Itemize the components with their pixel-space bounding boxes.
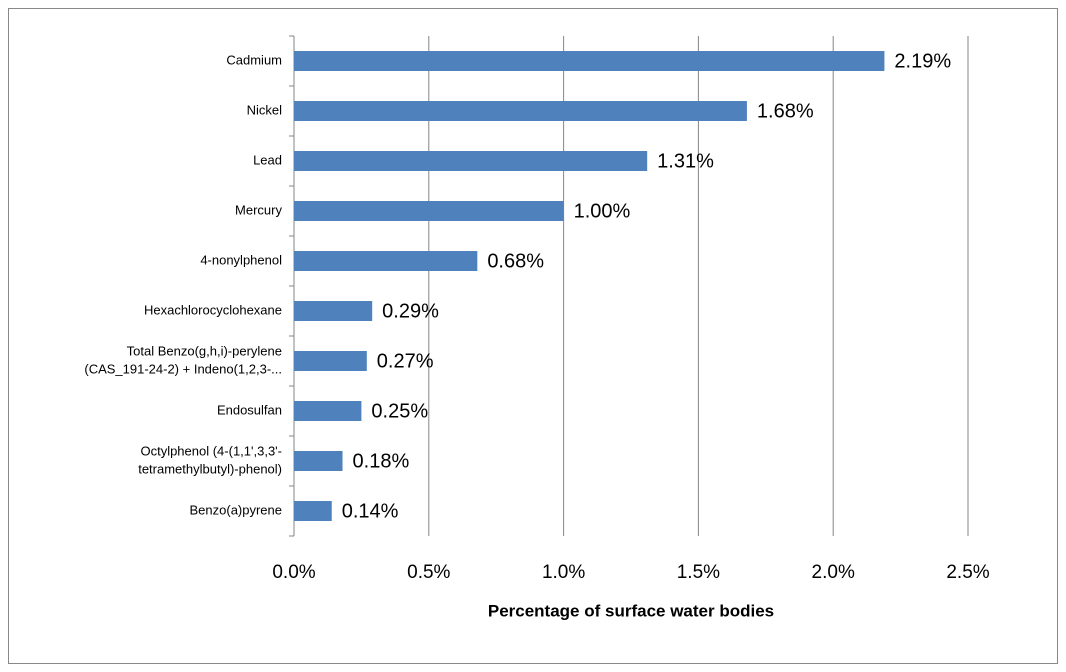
bar bbox=[294, 501, 332, 521]
y-tick-label: Cadmium bbox=[226, 52, 282, 67]
y-tick-label: Octylphenol (4-(1,1',3,3'- bbox=[140, 443, 282, 458]
y-tick-label: Hexachlorocyclohexane bbox=[144, 302, 282, 317]
y-tick-label: Lead bbox=[253, 152, 282, 167]
y-tick-label: Benzo(a)pyrene bbox=[190, 502, 283, 517]
x-tick-label: 2.0% bbox=[812, 562, 855, 583]
value-label: 0.68% bbox=[487, 250, 544, 272]
value-label: 0.27% bbox=[377, 350, 434, 372]
y-tick-label: Mercury bbox=[235, 202, 282, 217]
bar bbox=[294, 51, 885, 71]
value-label: 0.14% bbox=[342, 500, 399, 522]
x-tick-label: 1.5% bbox=[677, 562, 720, 583]
x-tick-label: 0.5% bbox=[407, 562, 450, 583]
x-tick-label: 2.5% bbox=[946, 562, 989, 583]
value-label: 0.29% bbox=[382, 300, 439, 322]
y-tick-label: tetramethylbutyl)-phenol) bbox=[138, 461, 282, 476]
y-tick-label: (CAS_191-24-2) + Indeno(1,2,3-... bbox=[84, 361, 282, 376]
bar bbox=[294, 101, 747, 121]
y-tick-label: 4-nonylphenol bbox=[200, 252, 282, 267]
bar bbox=[294, 351, 367, 371]
bar bbox=[294, 151, 648, 171]
x-tick-label: 0.0% bbox=[272, 562, 315, 583]
bar bbox=[294, 451, 343, 471]
bar bbox=[294, 301, 373, 321]
x-tick-label: 1.0% bbox=[542, 562, 585, 583]
value-label: 2.19% bbox=[894, 50, 951, 72]
y-tick-label: Endosulfan bbox=[217, 402, 282, 417]
value-label: 0.25% bbox=[371, 400, 428, 422]
bar bbox=[294, 401, 362, 421]
bar bbox=[294, 251, 478, 271]
value-label: 1.00% bbox=[574, 200, 631, 222]
value-label: 1.31% bbox=[657, 150, 714, 172]
value-label: 0.18% bbox=[353, 450, 410, 472]
y-tick-label: Nickel bbox=[247, 102, 283, 117]
value-label: 1.68% bbox=[757, 100, 814, 122]
x-axis-title: Percentage of surface water bodies bbox=[488, 601, 774, 620]
y-tick-label: Total Benzo(g,h,i)-perylene bbox=[127, 343, 282, 358]
bar bbox=[294, 201, 564, 221]
